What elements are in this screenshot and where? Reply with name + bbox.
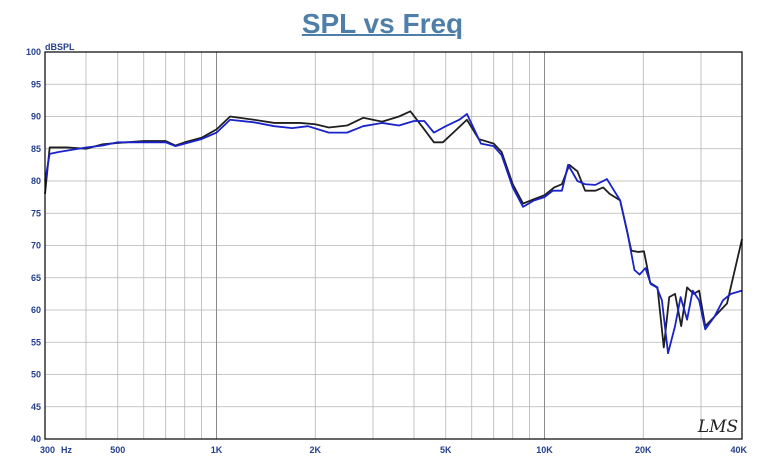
x-tick-label: 500 — [110, 445, 125, 455]
series-group — [44, 110, 743, 355]
y-tick-label: 90 — [31, 112, 41, 122]
y-tick-label: 95 — [31, 79, 41, 89]
y-tick-label: 60 — [31, 305, 41, 315]
y-tick-label: 80 — [31, 176, 41, 186]
y-tick-label: 50 — [31, 370, 41, 380]
y-tick-label: 100 — [26, 47, 41, 57]
y-tick-label: 70 — [31, 241, 41, 251]
y-tick-label: 75 — [31, 208, 41, 218]
x-tick-label: 300 — [40, 445, 55, 455]
grid-lines — [45, 51, 742, 440]
x-axis-unit: Hz — [61, 445, 72, 455]
x-tick-label: 2K — [309, 445, 321, 455]
x-tick-label: 5K — [440, 445, 452, 455]
y-tick-label: 40 — [31, 434, 41, 444]
series-line-2 — [44, 113, 743, 355]
lms-watermark: LMS — [697, 417, 738, 437]
y-tick-label: 45 — [31, 402, 41, 412]
chart-title: SPL vs Freq — [301, 8, 464, 39]
y-axis-label: dBSPL — [45, 42, 75, 52]
plot-frame — [44, 51, 743, 440]
x-tick-labels: 300 500 1K 2K 5K 10K 20K 40K — [40, 445, 747, 455]
x-tick-label: 20K — [635, 445, 652, 455]
y-tick-labels: 40 45 50 55 60 65 70 75 80 85 90 95 100 — [26, 47, 41, 444]
x-tick-label: 1K — [211, 445, 223, 455]
series-line-1 — [44, 110, 743, 349]
y-tick-label: 65 — [31, 273, 41, 283]
x-tick-label: 10K — [536, 445, 553, 455]
x-tick-label: 40K — [730, 445, 747, 455]
y-tick-label: 85 — [31, 144, 41, 154]
y-tick-label: 55 — [31, 337, 41, 347]
